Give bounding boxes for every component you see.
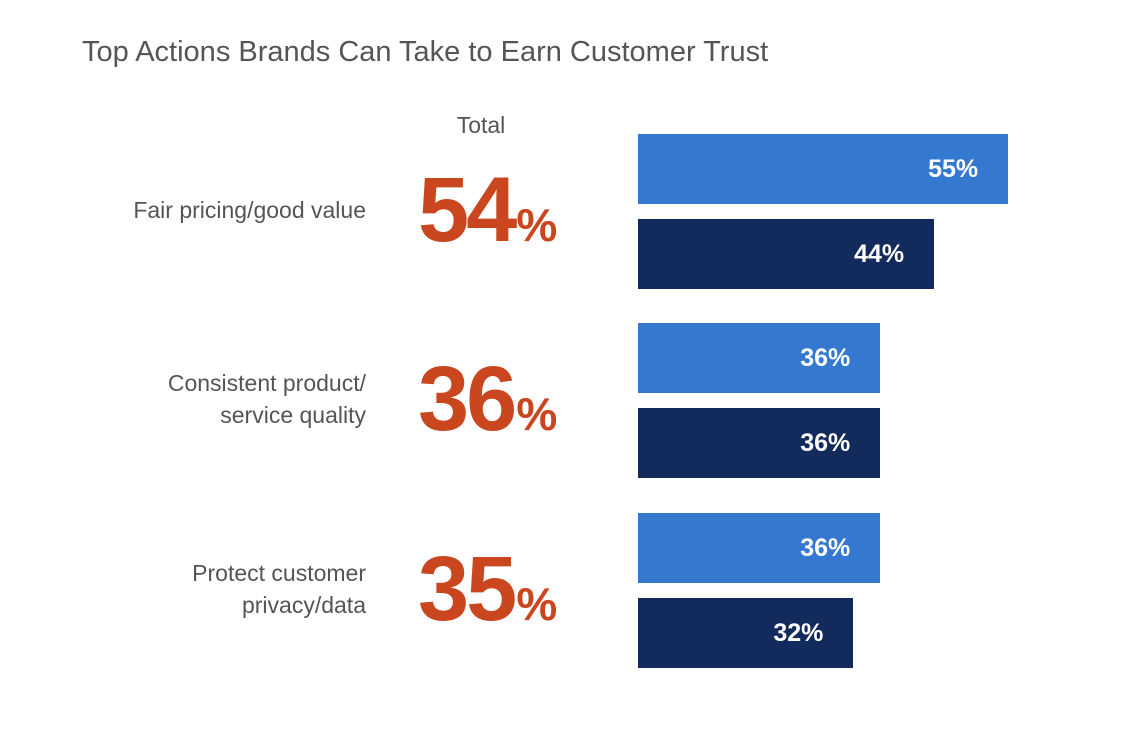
bar-value-label: 36% (800, 429, 851, 457)
bar-series1: 36% (638, 513, 881, 583)
bar-series2: 36% (638, 408, 881, 478)
bar-series2: 32% (638, 598, 854, 668)
bar-series1: 55% (638, 134, 1009, 204)
bar-value-label: 36% (800, 534, 851, 562)
total-value: 35% (418, 543, 557, 635)
total-number: 36 (418, 348, 517, 450)
category-label: Protect customer privacy/data (192, 560, 366, 618)
chart-title: Top Actions Brands Can Take to Earn Cust… (82, 36, 769, 68)
bar-value-label: 36% (800, 344, 851, 372)
total-number: 54 (418, 159, 517, 261)
total-percent-sign: % (516, 199, 558, 251)
bar-series1: 36% (638, 323, 881, 393)
total-number: 35 (418, 538, 517, 640)
bar-value-label: 32% (773, 619, 824, 647)
total-value: 36% (418, 353, 557, 445)
bar-value-label: 55% (928, 155, 979, 183)
category-label: Consistent product/ service quality (167, 370, 366, 428)
total-header: Total (456, 112, 506, 138)
total-value: 54% (418, 164, 557, 256)
total-percent-sign: % (516, 578, 558, 630)
total-percent-sign: % (516, 388, 558, 440)
bar-series2: 44% (638, 219, 935, 289)
category-label: Fair pricing/good value (133, 197, 366, 223)
bar-value-label: 44% (854, 240, 905, 268)
